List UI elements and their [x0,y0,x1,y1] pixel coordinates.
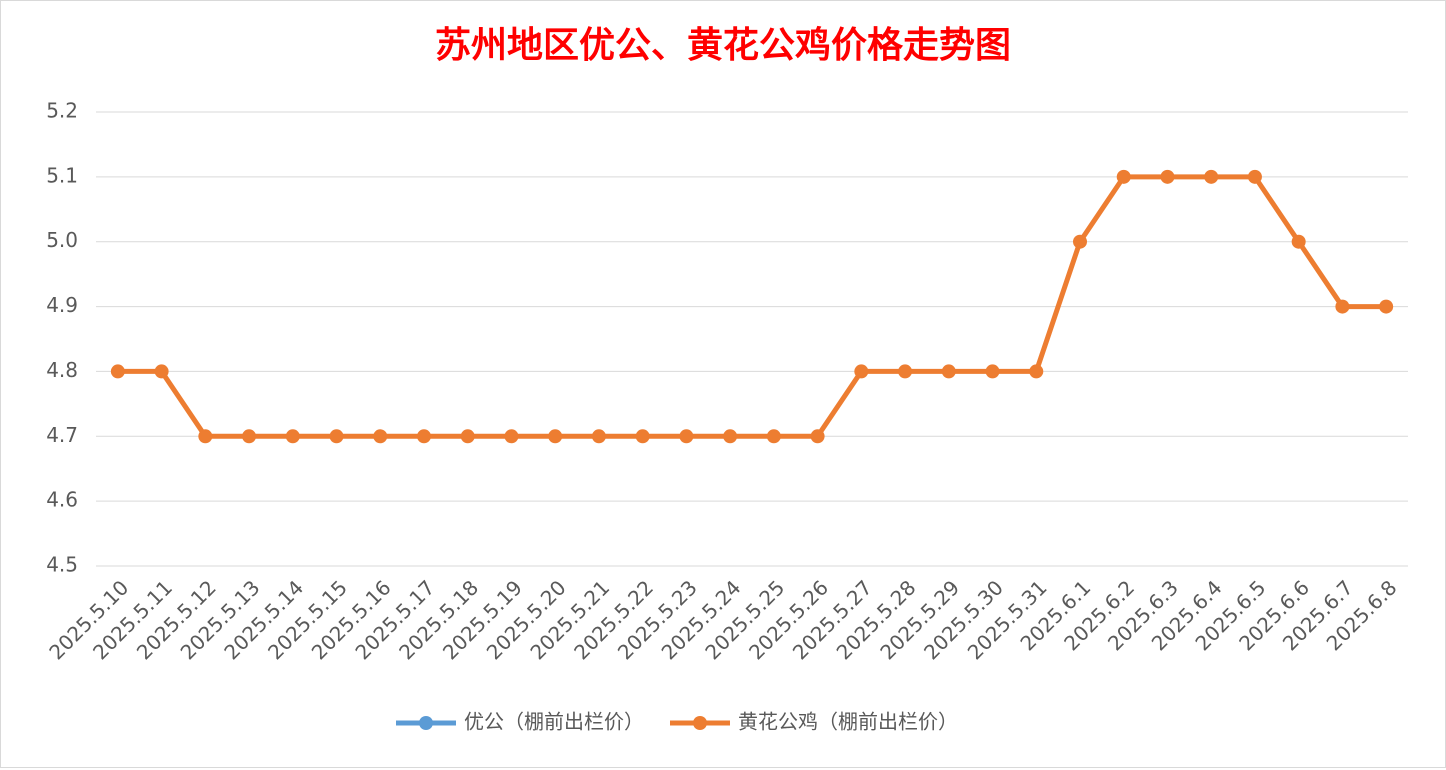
data-point [460,429,475,444]
y-tick-label: 5.0 [46,228,78,252]
y-tick-label: 5.1 [46,163,78,187]
data-point [766,429,781,444]
y-tick-label: 4.6 [46,488,78,512]
data-point [898,364,913,379]
data-point [941,364,956,379]
data-point [373,429,388,444]
y-tick-label: 4.5 [46,553,78,577]
data-point [242,429,257,444]
data-point [723,429,738,444]
y-tick-label: 4.9 [46,293,78,317]
data-point [285,429,300,444]
data-point [548,429,563,444]
legend-swatch-marker [419,716,433,730]
data-point [329,429,344,444]
data-point [417,429,431,444]
data-point [1204,169,1219,184]
data-point [1379,299,1394,314]
y-tick-label: 4.7 [46,423,78,447]
legend-swatch-marker [693,716,707,730]
chart-title: 苏州地区优公、黄花公鸡价格走势图 [435,24,1011,66]
series-line [117,174,1387,439]
data-point [110,364,125,379]
data-point [985,364,1000,379]
data-point [198,429,213,444]
data-point [504,429,519,444]
data-point [1291,234,1306,249]
data-point [1073,234,1087,249]
data-point [591,429,606,444]
y-tick-label: 4.8 [46,358,78,382]
data-point [1116,169,1131,184]
legend-item: 黄花公鸡（棚前出栏价） [670,710,958,734]
legend-label: 优公（棚前出栏价） [464,710,644,734]
data-point [635,429,650,444]
data-point [1335,299,1350,314]
data-point [679,429,694,444]
data-point [1247,169,1262,184]
data-point [810,429,825,444]
data-point [154,364,169,379]
data-point [854,364,869,379]
legend-label: 黄花公鸡（棚前出栏价） [738,710,958,734]
data-point [1029,364,1044,379]
y-tick-label: 5.2 [46,99,78,123]
data-point [1160,169,1175,184]
legend-item: 优公（棚前出栏价） [396,710,644,734]
